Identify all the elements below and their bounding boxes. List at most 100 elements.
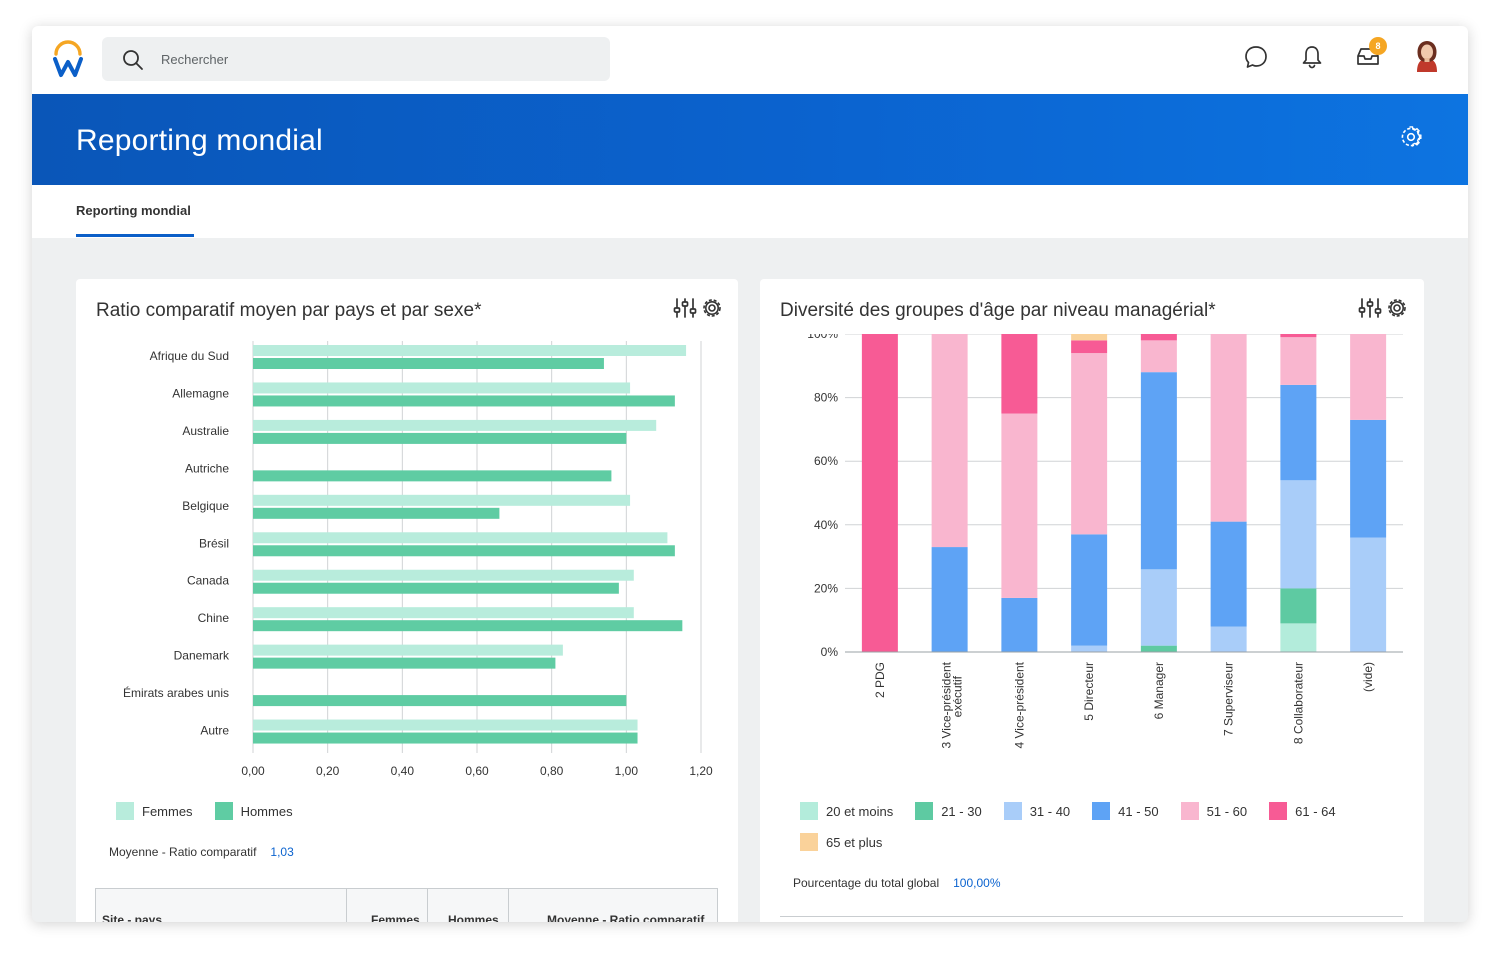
bar-segment [931, 334, 968, 548]
y-tick-label: 40% [814, 518, 838, 532]
bar-hommes [253, 657, 556, 669]
legend-item[interactable]: 41 - 50 [1092, 802, 1159, 820]
gear-icon[interactable] [701, 297, 723, 319]
age-legend: 20 et moins 21 - 30 31 - 40 41 - 50 51 - 60 6… [800, 802, 1400, 864]
legend-item[interactable]: 20 et moins [800, 802, 893, 820]
legend-swatch [1003, 802, 1022, 820]
y-tick-label: 100% [807, 334, 838, 341]
x-tick-label: 0,00 [241, 764, 265, 778]
x-category-label: exécutif [951, 675, 965, 717]
bar-segment [1350, 537, 1387, 652]
bar-femmes [253, 644, 563, 656]
x-category-label: 3 Vice-président [940, 661, 954, 748]
y-tick-label: 80% [814, 391, 838, 405]
bar-hommes [253, 582, 619, 594]
bar-hommes [253, 395, 675, 407]
bar-femmes [253, 382, 631, 394]
legend-swatch [1269, 802, 1288, 820]
bar-segment [1071, 353, 1108, 535]
bar-segment [1140, 372, 1177, 570]
bar-hommes [253, 507, 500, 519]
y-category-label: Afrique du Sud [150, 349, 229, 363]
bar-segment [861, 334, 898, 652]
bar-segment [1280, 480, 1317, 589]
bar-segment [1071, 340, 1108, 354]
column-header-hommes[interactable]: Hommes [448, 913, 499, 922]
column-divider [427, 889, 428, 922]
x-category-label-group: 7 Superviseur [1222, 662, 1236, 736]
bar-segment [1280, 384, 1317, 481]
bar-segment [1350, 334, 1387, 420]
gear-icon[interactable] [1386, 297, 1408, 319]
x-category-label: 2 PDG [873, 662, 887, 698]
filter-sliders-icon[interactable] [1358, 297, 1382, 319]
legend-item[interactable]: 31 - 40 [1003, 802, 1070, 820]
bar-femmes [253, 494, 631, 506]
page-title: Reporting mondial [76, 124, 323, 157]
bar-hommes [253, 732, 638, 744]
x-category-label-group: (vide) [1361, 662, 1375, 692]
legend-item[interactable]: 51 - 60 [1180, 802, 1247, 820]
active-tab-indicator [76, 234, 194, 237]
filter-sliders-icon[interactable] [673, 297, 697, 319]
x-category-label: 6 Manager [1152, 662, 1166, 719]
x-category-label-group: 6 Manager [1152, 662, 1166, 719]
y-category-label: Autre [200, 724, 229, 738]
x-category-label-group: 4 Vice-président [1012, 661, 1026, 748]
gear-icon[interactable] [1399, 125, 1423, 149]
bar-segment [1210, 626, 1247, 652]
app-window: Rechercher 8 Reporting mondial [32, 26, 1468, 922]
ratio-legend: Femmes Hommes [116, 802, 315, 833]
x-category-label: 7 Superviseur [1222, 662, 1236, 736]
column-header-femmes[interactable]: Femmes [371, 913, 420, 922]
chat-icon[interactable] [1243, 44, 1269, 70]
legend-item[interactable]: 65 et plus [800, 833, 882, 851]
bar-femmes [253, 419, 657, 431]
bar-segment [1001, 413, 1038, 598]
card-title: Diversité des groupes d'âge par niveau m… [780, 300, 1216, 321]
bar-segment [1280, 334, 1317, 338]
bar-segment [931, 547, 968, 652]
bell-icon[interactable] [1300, 44, 1324, 70]
search-input[interactable]: Rechercher [161, 52, 229, 67]
bar-hommes [253, 432, 627, 444]
legend-item[interactable]: 61 - 64 [1269, 802, 1336, 820]
summary-ratio: Moyenne - Ratio comparatif 1,03 [109, 845, 294, 859]
bar-segment [1280, 623, 1317, 652]
summary-value[interactable]: 1,03 [270, 845, 294, 859]
bar-femmes [253, 532, 668, 544]
summary-value[interactable]: 100,00% [953, 876, 1001, 890]
bar-segment [1071, 334, 1108, 341]
x-tick-label: 1,00 [615, 764, 639, 778]
legend-item[interactable]: 21 - 30 [915, 802, 982, 820]
avatar[interactable] [1412, 40, 1442, 72]
bar-femmes [253, 607, 634, 619]
x-tick-label: 0,80 [540, 764, 564, 778]
legend-item-hommes[interactable]: Hommes [214, 802, 293, 820]
top-bar: Rechercher 8 [32, 26, 1468, 94]
x-category-label: (vide) [1361, 662, 1375, 692]
bar-segment [1280, 337, 1317, 385]
legend-item-femmes[interactable]: Femmes [116, 802, 193, 820]
tab-reporting-mondial[interactable]: Reporting mondial [76, 203, 191, 218]
bar-segment [1140, 569, 1177, 646]
bar-hommes [253, 545, 675, 557]
x-tick-label: 0,60 [465, 764, 489, 778]
inbox-badge: 8 [1369, 37, 1387, 55]
column-header-moyenne-ratio[interactable]: Moyenne - Ratio comparatif [547, 913, 705, 922]
bar-segment [1140, 340, 1177, 373]
search-bar[interactable]: Rechercher [102, 37, 610, 81]
workday-logo[interactable] [50, 40, 86, 80]
legend-swatch [915, 802, 934, 820]
tab-bar: Reporting mondial [32, 185, 1468, 238]
x-tick-label: 0,20 [316, 764, 340, 778]
column-header-site-pays[interactable]: Site - pays [102, 913, 163, 922]
summary-pourcentage: Pourcentage du total global 100,00% [793, 876, 1000, 890]
legend-label: Femmes [142, 803, 193, 819]
x-category-label-group: 5 Directeur [1082, 662, 1096, 721]
legend-swatch [1180, 802, 1199, 820]
inbox-icon[interactable] [1355, 44, 1381, 68]
x-category-label-group: 2 PDG [873, 662, 887, 698]
bar-segment [1071, 534, 1108, 646]
